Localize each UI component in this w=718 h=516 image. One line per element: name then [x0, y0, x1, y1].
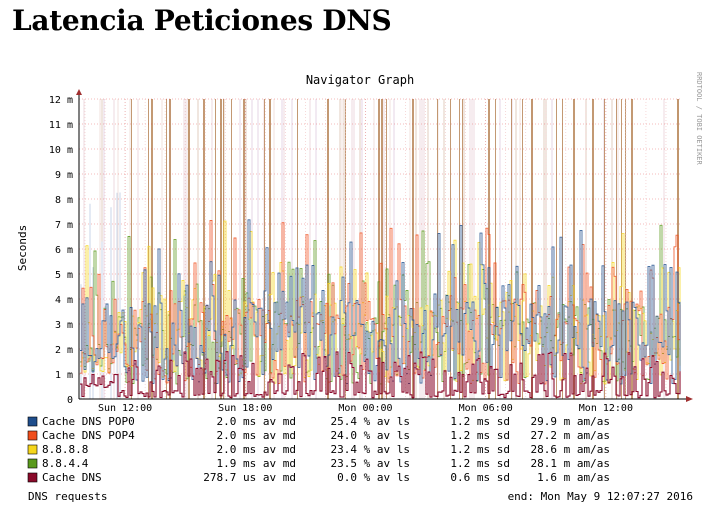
- legend-avg: 1.9 ms av md: [217, 457, 296, 470]
- legend-name: 8.8.8.8: [42, 443, 88, 456]
- series-line-cache-dns: [80, 351, 681, 399]
- legend-am: 28.1 m am/as: [531, 457, 610, 470]
- legend-item-cache-dns-pop0: Cache DNS POP0 2.0 ms av md 25.4 % av ls 1.…: [27, 415, 610, 428]
- legend-loss: 0.0 % av ls: [337, 471, 410, 484]
- y-tick-label: 12 m: [49, 95, 73, 106]
- legend-sd: 1.2 ms sd: [450, 443, 510, 456]
- legend-sd: 1.2 ms sd: [450, 429, 510, 442]
- legend-name: Cache DNS POP4: [42, 429, 135, 442]
- loss-bar: [450, 99, 451, 399]
- end-timestamp: end: Mon May 9 12:07:27 2016: [508, 490, 693, 503]
- x-tick-label: Mon 00:00: [338, 403, 392, 414]
- legend-am: 27.2 m am/as: [531, 429, 610, 442]
- y-tick-label: 7 m: [55, 220, 73, 231]
- loss-bar: [297, 99, 298, 399]
- rrdtool-watermark: RRDTOOL / TOBI OETIKER: [695, 72, 703, 166]
- loss-bar: [522, 99, 523, 399]
- legend-loss: 23.4 % av ls: [331, 443, 410, 456]
- y-tick-label: 3 m: [55, 320, 73, 331]
- legend-swatch: [27, 430, 38, 441]
- legend-item-8-8-8-8: 8.8.8.8 2.0 ms av md 23.4 % av ls 1.2 ms sd…: [27, 443, 610, 456]
- y-tick-label: 5 m: [55, 270, 73, 281]
- y-tick-label: 9 m: [55, 170, 73, 181]
- y-axis-label: Seconds: [16, 225, 29, 271]
- chart-text: Navigator Graph Seconds RRDTOOL / TOBI O…: [16, 72, 703, 503]
- loss-bar: [269, 99, 271, 399]
- page-title: Latencia Peticiones DNS: [12, 4, 392, 37]
- y-axis-arrow: [76, 89, 82, 95]
- loss-bar: [215, 99, 216, 399]
- y-tick-label: 4 m: [55, 295, 73, 306]
- legend-loss: 24.0 % av ls: [331, 429, 410, 442]
- legend-am: 28.6 m am/as: [531, 443, 610, 456]
- loss-bar: [131, 99, 132, 399]
- legend-sd: 1.2 ms sd: [450, 415, 510, 428]
- series-line-cache-dns-pop0: [80, 219, 681, 385]
- y-tick-label: 1 m: [55, 370, 73, 381]
- loss-bar: [462, 99, 463, 399]
- legend-loss: 23.5 % av ls: [331, 457, 410, 470]
- loss-bar: [231, 99, 232, 399]
- legend-swatch: [27, 416, 38, 427]
- x-tick-label: Mon 12:00: [579, 403, 633, 414]
- loss-bar: [203, 99, 205, 399]
- loss-bar: [459, 99, 460, 399]
- chart-title: Navigator Graph: [306, 73, 414, 87]
- legend-swatch: [27, 444, 38, 455]
- loss-bar: [188, 99, 190, 399]
- y-tick-label: 10 m: [49, 145, 73, 156]
- loss-bar: [437, 99, 438, 399]
- legend-sd: 1.2 ms sd: [450, 457, 510, 470]
- legend-name: 8.8.4.4: [42, 457, 89, 470]
- loss-bar: [386, 99, 387, 399]
- loss-bar: [621, 99, 622, 399]
- legend-avg: 278.7 us av md: [203, 471, 296, 484]
- legend-loss: 25.4 % av ls: [331, 415, 410, 428]
- axes: [76, 89, 693, 402]
- legend-avg: 2.0 ms av md: [217, 429, 296, 442]
- legend-am: 1.6 m am/as: [537, 471, 610, 484]
- legend-avg: 2.0 ms av md: [217, 415, 296, 428]
- legend-swatch: [27, 472, 38, 483]
- loss-bar: [488, 99, 490, 399]
- legend-name: Cache DNS POP0: [42, 415, 135, 428]
- y-tick-label: 11 m: [49, 120, 73, 131]
- y-tick-label: 0: [67, 395, 73, 406]
- legend: Cache DNS POP0 2.0 ms av md 25.4 % av ls 1.…: [27, 415, 610, 484]
- legend-item-cache-dns: Cache DNS 278.7 us av md 0.0 % av ls 0.6 ms…: [27, 471, 610, 484]
- y-tick-label: 2 m: [55, 345, 73, 356]
- loss-bar: [495, 99, 496, 399]
- x-tick-label: Sun 18:00: [218, 403, 272, 414]
- x-tick-label: Sun 12:00: [98, 403, 152, 414]
- legend-name: Cache DNS: [42, 471, 102, 484]
- legend-swatch: [27, 458, 38, 469]
- x-axis-arrow: [686, 396, 693, 402]
- legend-item-8-8-4-4: 8.8.4.4 1.9 ms av md 23.5 % av ls 1.2 ms sd…: [27, 457, 610, 470]
- legend-item-cache-dns-pop4: Cache DNS POP4 2.0 ms av md 24.0 % av ls 1.…: [27, 429, 610, 442]
- y-tick-label: 6 m: [55, 245, 73, 256]
- legend-avg: 2.0 ms av md: [217, 443, 296, 456]
- series-lines: [80, 219, 681, 399]
- y-tick-label: 8 m: [55, 195, 73, 206]
- legend-am: 29.9 m am/as: [531, 415, 610, 428]
- footer-label: DNS requests: [28, 490, 107, 503]
- legend-sd: 0.6 ms sd: [450, 471, 510, 484]
- x-tick-label: Mon 06:00: [459, 403, 513, 414]
- series-line-cache-dns-pop4: [80, 220, 681, 385]
- loss-bar: [264, 99, 265, 399]
